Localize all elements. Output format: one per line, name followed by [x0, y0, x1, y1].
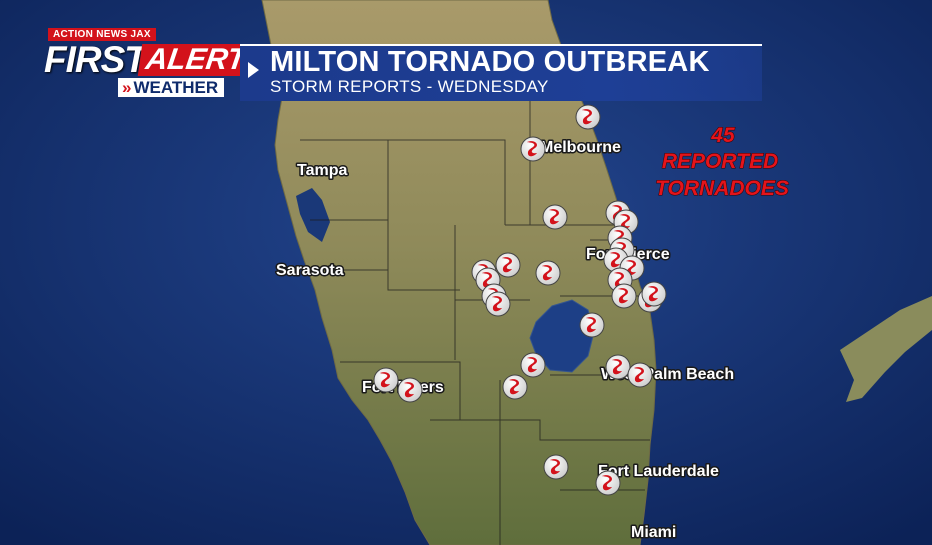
- tornado-markers: [373, 104, 667, 496]
- station-name: ACTION NEWS JAX: [48, 28, 156, 41]
- tornado-report-icon: [485, 291, 511, 317]
- tornado-report-icon: [595, 470, 621, 496]
- tornado-report-icon: [535, 260, 561, 286]
- station-logo: ACTION NEWS JAX FIRST ALERT » WEATHER: [40, 28, 254, 100]
- tornado-report-icon: [373, 367, 399, 393]
- logo-first: FIRST: [44, 39, 147, 80]
- city-label-fort-lauderdale: Fort Lauderdale: [598, 463, 719, 480]
- tornado-report-icon: [611, 283, 637, 309]
- tampa-bay: [296, 188, 330, 242]
- tornado-report-icon: [627, 362, 653, 388]
- tornado-report-icon: [520, 136, 546, 162]
- tornado-report-icon: [641, 281, 667, 307]
- tornado-report-icon: [543, 454, 569, 480]
- tornado-report-icon: [605, 354, 631, 380]
- logo-weather-text: WEATHER: [133, 78, 219, 97]
- florida-land: [261, 0, 657, 545]
- chevron-icon: »: [122, 78, 132, 97]
- play-arrow-icon: [248, 62, 259, 78]
- tornado-report-icon: [579, 312, 605, 338]
- tornado-report-icon: [495, 252, 521, 278]
- logo-wordmark: FIRST ALERT: [40, 39, 254, 80]
- tornado-report-icon: [520, 352, 546, 378]
- tornado-report-icon: [542, 204, 568, 230]
- tornado-report-icon: [502, 374, 528, 400]
- lake-okeechobee: [529, 299, 595, 373]
- city-label-melbourne: Melbourne: [540, 139, 621, 156]
- tornado-count-number: 45: [710, 124, 735, 147]
- banner-background: [240, 44, 762, 101]
- logo-weather: » WEATHER: [118, 78, 225, 97]
- banner-subtitle: STORM REPORTS - WEDNESDAY: [270, 77, 549, 96]
- bahamas-land: [840, 296, 932, 402]
- city-label-tampa: Tampa: [297, 162, 347, 179]
- city-label-sarasota: Sarasota: [276, 262, 344, 279]
- logo-alert: ALERT: [137, 43, 254, 76]
- tornado-report-icon: [575, 104, 601, 130]
- banner-title: MILTON TORNADO OUTBREAK: [270, 46, 710, 78]
- tornado-count-label-2: TORNADOES: [655, 177, 789, 200]
- tornado-count-label-1: REPORTED: [662, 150, 778, 173]
- city-label-miami: Miami: [631, 524, 676, 541]
- title-banner: MILTON TORNADO OUTBREAK STORM REPORTS - …: [240, 44, 762, 101]
- tornado-report-icon: [397, 377, 423, 403]
